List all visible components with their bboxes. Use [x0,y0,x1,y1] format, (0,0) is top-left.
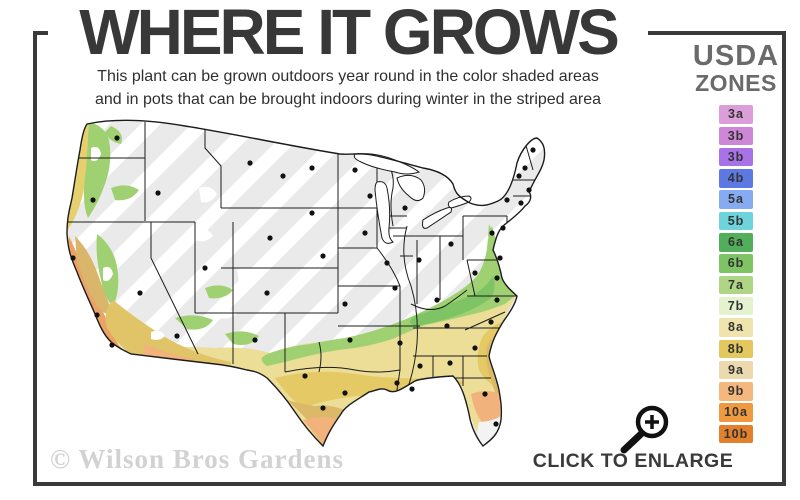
lake-erie [422,207,452,229]
us-map-svg [66,119,546,448]
ca-valley-tan [75,236,113,315]
map-fill-layers [67,120,545,446]
great-lakes [353,153,472,244]
id-green-patch [111,185,139,201]
subtitle-line2: and in pots that can be brought indoors … [94,91,602,108]
az-peach-south [143,344,195,363]
zone-chip-5a: 5a [719,190,753,209]
zone-chip-5b: 5b [719,211,753,231]
zone8-yellow-band [155,266,517,446]
zone-chip-7a: 7a [719,275,753,295]
zone-chip-3a: 3a [719,105,753,124]
zone-chip-4b: 4b [719,169,753,188]
legend-title-usda: USDA [692,40,780,72]
zone-chip-7b: 7b [719,296,753,316]
lake-superior [353,153,421,175]
zone-chip-9b: 9b [719,382,753,401]
zone-chip-3b: 3b [719,126,753,146]
lake-huron [396,174,426,202]
page-title: WHERE IT GROWS [79,0,620,68]
zone-chip-8a: 8a [719,318,753,337]
zone9b-central-florida [471,391,501,426]
zone-chip-3b: 3b [719,147,753,167]
us-outline [66,119,546,448]
sw-desert-yellow [105,300,231,365]
zone-chip-8b: 8b [719,339,753,359]
usda-zone-map [55,108,565,458]
zone9b-texas-tip [303,417,341,446]
legend-title-zones: ZONES [695,70,777,96]
zone-chip-10a: 10a [719,403,753,422]
pnw-green [83,122,111,218]
lake-michigan [374,181,394,244]
zone-chip-10b: 10b [719,424,753,444]
zone-chip-9a: 9a [719,360,753,380]
zone-chip-6a: 6a [719,233,753,252]
zone-chip-6b: 6b [719,254,753,273]
subtitle-line1: This plant can be grown outdoors year ro… [97,68,599,85]
city-dots [70,135,536,427]
zone-list: 3a 3b 3b 4b 5a 5b 6a 6b 7a 7b 8a 8b 9a 9b 10a 10b [688,105,784,444]
usda-zones-legend: USDA ZONES 3a 3b 3b 4b 5a 5b 6a 6b 7a 7b 8a 8b 9a 9b 1… [688,42,784,446]
header: WHERE IT GROWS This plant can be grown o… [48,0,648,114]
ut-green-patch [205,285,233,299]
zone6b-green-accent [410,276,495,326]
watermark: © Wilson Bros Gardens [50,444,344,474]
magnifier-zoom-icon[interactable] [612,400,676,461]
click-to-enlarge-button[interactable]: CLICK TO ENLARGE [532,450,734,472]
